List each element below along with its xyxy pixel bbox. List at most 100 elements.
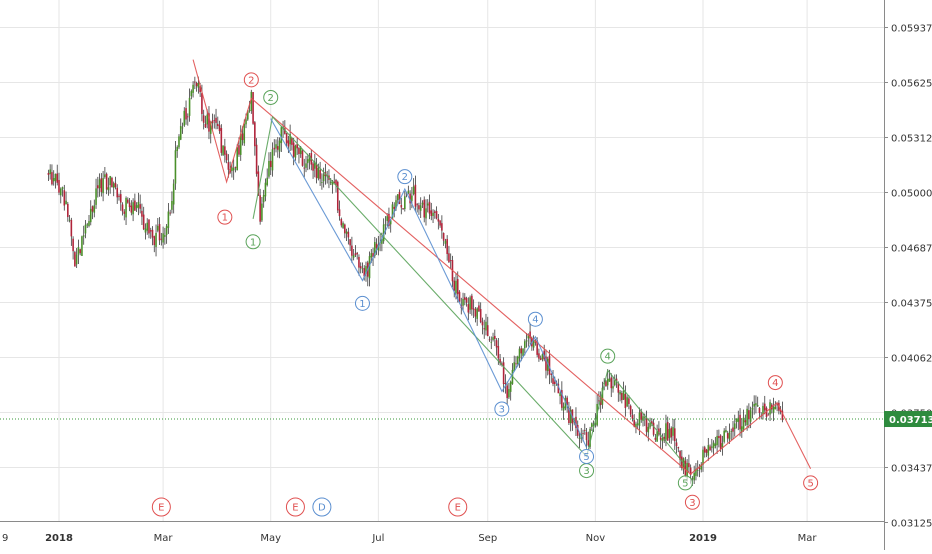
wave-label: 5 — [682, 478, 688, 489]
candle-body — [292, 142, 295, 157]
candle-body — [695, 468, 697, 476]
candle-body — [566, 397, 568, 406]
candle-body — [712, 442, 715, 449]
candle-body — [344, 224, 346, 234]
candle-body — [49, 169, 51, 175]
candle-body — [442, 232, 445, 241]
candle-body — [67, 203, 69, 217]
candle-body — [569, 409, 572, 424]
candle-body — [504, 383, 507, 385]
time-tick-label: Sep — [478, 533, 497, 544]
candle-body — [525, 340, 528, 342]
candle-body — [352, 255, 355, 258]
candle-body — [742, 417, 745, 430]
candle-body — [104, 174, 106, 178]
candle-body — [665, 423, 667, 440]
candle-body — [81, 236, 83, 256]
candle-body — [758, 407, 761, 414]
price-axis-panel — [884, 0, 932, 550]
candle-body — [628, 398, 630, 404]
candle-body — [58, 179, 60, 193]
time-tick-label: Jul — [371, 533, 384, 544]
candle-body — [259, 195, 261, 222]
candle-body — [744, 420, 747, 423]
candle-body — [322, 174, 325, 182]
candle-body — [404, 196, 406, 210]
price-tick-label: 0.040625 — [891, 354, 932, 365]
candle-body — [751, 407, 754, 410]
candle-body — [428, 201, 431, 214]
candle-body — [298, 147, 300, 154]
candle-body — [552, 378, 554, 384]
candle-body — [714, 443, 717, 447]
candle-body — [188, 97, 191, 116]
candle-body — [227, 162, 230, 170]
candle-body — [435, 210, 438, 219]
candle-body — [243, 123, 246, 144]
candle-body — [218, 125, 221, 132]
candle-body — [231, 167, 233, 172]
candle-body — [232, 167, 235, 171]
candle-body — [301, 150, 304, 166]
candle-body — [478, 305, 480, 312]
candle-body — [121, 204, 124, 212]
candle-body — [220, 127, 223, 153]
candle-body — [389, 220, 392, 225]
candle-body — [605, 381, 607, 387]
candle-body — [481, 321, 484, 326]
candle-body — [358, 256, 360, 268]
candle-body — [388, 213, 390, 226]
wave-label: 2 — [268, 93, 274, 104]
candle-body — [393, 206, 396, 209]
candle-body — [426, 203, 429, 206]
candle-body — [465, 298, 468, 303]
wave-label-circle — [354, 295, 370, 311]
event-marker: E — [292, 503, 298, 514]
candle-body — [365, 266, 367, 274]
candle-body — [308, 155, 311, 162]
candle-body — [756, 405, 759, 407]
candle-body — [151, 229, 154, 238]
candle-body — [506, 385, 508, 399]
wave-label: 2 — [402, 172, 408, 183]
candle-body — [391, 204, 394, 219]
wave-label: 3 — [499, 404, 505, 415]
candle-body — [606, 378, 609, 386]
candle-body — [721, 443, 724, 448]
candle-body — [314, 161, 316, 169]
candle-body — [728, 432, 731, 440]
candle-body — [105, 173, 108, 190]
wave-label-circle — [245, 234, 261, 250]
candle-body — [670, 427, 673, 438]
candle-body — [624, 393, 627, 409]
candle-body — [142, 214, 145, 230]
candle-body — [608, 378, 611, 382]
candle-body — [718, 436, 720, 439]
candle-body — [102, 178, 104, 194]
candle-body — [291, 137, 293, 145]
candle-body — [513, 362, 516, 372]
candle-body — [502, 362, 505, 385]
candle-body — [331, 181, 334, 186]
candle-body — [127, 199, 129, 203]
candle-body — [333, 181, 336, 184]
candle-body — [522, 348, 524, 356]
candle-body — [257, 171, 260, 196]
candle-body — [336, 181, 339, 211]
time-axis-panel — [0, 521, 884, 550]
candle-body — [546, 358, 549, 372]
candle-body — [661, 438, 664, 442]
candle-body — [617, 382, 620, 393]
candle-body — [594, 422, 597, 425]
candle-body — [612, 386, 614, 389]
wave-label-circle — [677, 475, 693, 491]
candle-body — [351, 245, 353, 256]
wave-label-circle — [217, 209, 233, 225]
candle-body — [492, 337, 494, 340]
candle-body — [472, 308, 475, 310]
wave-label: 1 — [222, 213, 228, 224]
candle-body — [647, 426, 650, 433]
candle-body — [509, 381, 512, 392]
candle-body — [255, 144, 258, 174]
